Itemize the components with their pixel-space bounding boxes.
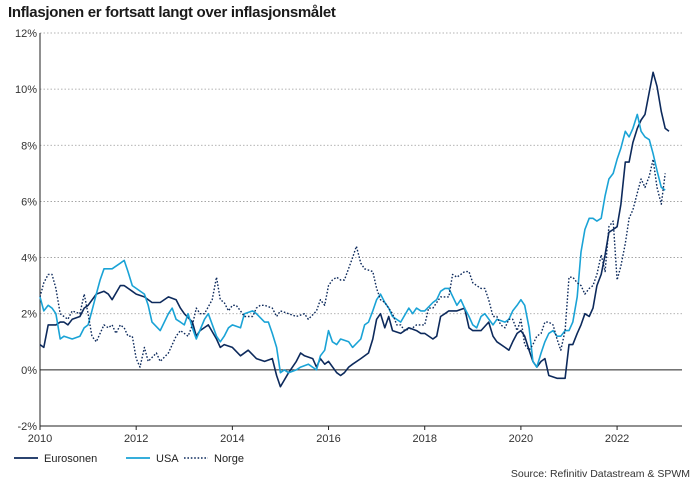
y-tick-label: 10% <box>15 84 37 96</box>
legend-label-norge: Norge <box>214 453 244 465</box>
series-line-norge <box>39 158 666 368</box>
grid-lines <box>39 32 682 427</box>
x-tick-label: 2014 <box>220 433 244 445</box>
x-tick-label: 2016 <box>316 433 340 445</box>
y-tick-label: 4% <box>21 253 37 265</box>
y-tick-label: 12% <box>15 28 37 40</box>
x-tick-label: 2022 <box>605 433 629 445</box>
legend-label-usa: USA <box>156 453 179 465</box>
x-tick-label: 2012 <box>124 433 148 445</box>
x-tick-label: 2010 <box>28 433 52 445</box>
y-tick-label: 0% <box>21 365 37 377</box>
y-tick-label: 6% <box>21 196 37 208</box>
legend: Eurosonen USA Norge <box>14 453 244 465</box>
x-tick-label: 2020 <box>509 433 533 445</box>
x-axis: 2010 2012 2014 2016 2018 2020 2022 <box>28 426 629 445</box>
series-layer <box>39 71 670 388</box>
series-line-usa <box>39 113 666 374</box>
y-tick-label: -2% <box>17 421 37 433</box>
series-line-eurosonen <box>39 71 670 388</box>
chart-title: Inflasjonen er fortsatt langt over infla… <box>8 4 336 21</box>
x-tick-label: 2018 <box>412 433 436 445</box>
y-axis: -2% 0% 2% 4% 6% 8% 10% 12% <box>15 28 37 433</box>
source-note: Source: Refinitiv Datastream & SPWM <box>510 468 690 480</box>
legend-label-eurosonen: Eurosonen <box>44 453 97 465</box>
y-tick-label: 2% <box>21 309 37 321</box>
y-tick-label: 8% <box>21 140 37 152</box>
